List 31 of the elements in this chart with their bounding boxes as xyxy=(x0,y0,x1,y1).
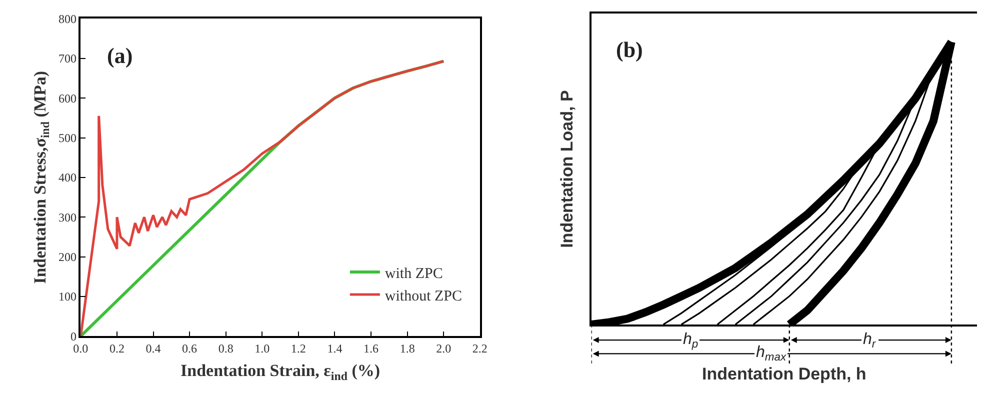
y-tick-label: 600 xyxy=(58,91,77,106)
x-tick-label: 2.0 xyxy=(436,341,452,356)
y-tick-label: 500 xyxy=(58,130,77,145)
y-tick-label: 200 xyxy=(58,250,77,264)
legend-label: with ZPC xyxy=(384,266,443,282)
y-tick-label: 100 xyxy=(58,290,77,304)
x-axis-title: Indentation Depth, h xyxy=(702,364,866,384)
x-tick-label: 0.0 xyxy=(73,341,88,356)
y-tick-label: 0 xyxy=(70,329,77,344)
chart-title: (b) xyxy=(616,37,643,62)
text: (a) xyxy=(107,43,133,68)
legend-label: without ZPC xyxy=(384,288,462,304)
text: h$_{r}$ xyxy=(863,331,877,350)
x-axis-title: Indentation Strain, ε$_{ind}$ (%) xyxy=(180,361,380,383)
text: h$_{p}$ xyxy=(683,331,698,350)
x-tick-label: 1.6 xyxy=(364,341,379,356)
x-tick-label: 1.8 xyxy=(400,341,415,356)
y-tick-label: 300 xyxy=(58,210,77,224)
x-tick-label: 0.6 xyxy=(182,341,198,356)
x-tick-label: 1.2 xyxy=(290,341,306,356)
y-tick-label: 800 xyxy=(58,12,77,26)
text: h$_{max}$ xyxy=(756,344,786,364)
x-tick-label: 0.8 xyxy=(218,341,234,356)
y-tick-label: 700 xyxy=(58,52,77,66)
x-tick-label: 0.2 xyxy=(109,341,124,356)
x-tick-label: 1.0 xyxy=(254,341,270,356)
x-tick-label: 1.4 xyxy=(327,341,342,356)
y-tick-label: 400 xyxy=(58,170,77,185)
x-tick-label: 0.4 xyxy=(146,341,161,356)
x-tick-label: 2.2 xyxy=(472,341,488,356)
y-axis-title: Indentation Load, P xyxy=(558,90,577,248)
